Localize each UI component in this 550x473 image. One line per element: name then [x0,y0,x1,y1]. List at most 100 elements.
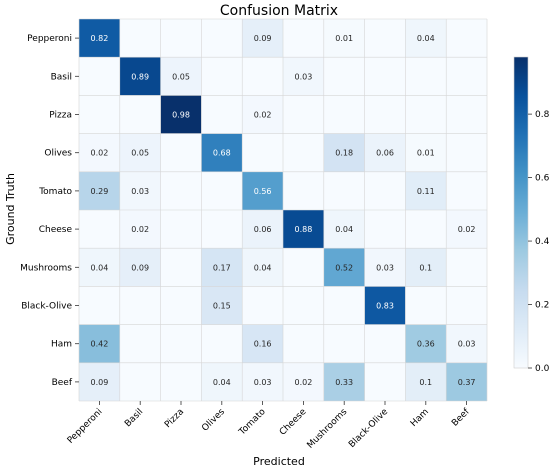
heatmap-cell [446,133,487,172]
heatmap-cell [283,286,324,325]
cell-value-label: 0.04 [417,34,435,43]
x-tick-label: Basil [123,407,145,429]
heatmap-cell [160,133,202,172]
cell-value-label: 0.09 [131,263,149,272]
heatmap-cell [242,286,283,325]
cell-value-label: 0.52 [335,263,353,272]
cell-value-label: 0.98 [172,111,190,120]
heatmap-value-labels: 0.82 0.09 0.01 0.04 0.89 0.05 0.03 0.98 0.02 0.02… [90,34,475,387]
colorbar-tick-label: 0.2 [535,301,549,311]
heatmap-cell [79,95,120,134]
heatmap-cell [405,95,447,134]
heatmap-cell [446,286,487,325]
y-tick-labels: Pepperoni Basil Pizza Olives Tomato Cheese Mus… [20,34,79,388]
heatmap-cell [364,133,406,172]
heatmap-cell [283,57,324,96]
heatmap-cell [323,19,365,58]
heatmap-cell [119,286,161,325]
heatmap-cell [160,286,202,325]
heatmap-cell [364,362,406,401]
heatmap-cell [79,210,120,249]
cell-value-label: 0.09 [254,34,272,43]
cell-value-label: 0.02 [254,111,272,120]
cell-value-label: 0.02 [131,225,149,234]
y-tick-label: Black-Olive [21,302,72,312]
y-tick-label: Basil [51,72,72,82]
cell-value-label: 0.03 [294,72,312,81]
cell-value-label: 0.82 [90,34,108,43]
heatmap-cells [79,19,487,401]
heatmap-cell [323,286,365,325]
heatmap-cell [201,19,243,58]
heatmap-cell [160,57,202,96]
colorbar-tick-label: 0.0 [535,364,550,374]
y-tick-label: Pizza [49,111,72,121]
cell-value-label: 0.06 [254,225,272,234]
heatmap-cell [364,171,406,210]
heatmap-cell [119,362,161,401]
cell-value-label: 0.04 [254,263,272,272]
heatmap-cell [283,95,324,134]
cell-value-label: 0.06 [376,149,394,158]
x-axis-label: Predicted [253,455,305,468]
heatmap-cell [405,324,447,363]
cell-value-label: 0.18 [335,149,353,158]
heatmap-cell [446,324,487,363]
cell-value-label: 0.16 [254,340,272,349]
cell-value-label: 0.02 [90,149,108,158]
heatmap-cell [242,362,283,401]
cell-value-label: 0.09 [90,378,108,387]
heatmap-cell [323,57,365,96]
cell-value-label: 0.03 [458,340,476,349]
y-axis-label: Ground Truth [4,173,17,245]
heatmap-cell [201,210,243,249]
cell-value-label: 0.83 [376,302,394,311]
heatmap-cell [119,248,161,287]
cell-value-label: 0.37 [458,378,476,387]
x-tick-label: Mushrooms [306,407,350,451]
heatmap-cell [283,248,324,287]
cell-value-label: 0.01 [335,34,353,43]
heatmap-cell [160,362,202,401]
heatmap-cell [79,19,120,58]
cell-value-label: 0.15 [213,302,231,311]
colorbar-tick-label: 0.4 [535,237,550,247]
heatmap-cell [364,286,406,325]
x-tick-label: Black-Olive [347,407,390,450]
cell-value-label: 0.03 [254,378,272,387]
heatmap-cell [242,95,283,134]
heatmap-cell [160,95,202,134]
heatmap-cell [446,19,487,58]
heatmap-cell [119,210,161,249]
heatmap-cell [283,362,324,401]
heatmap-cell [323,171,365,210]
x-tick-label: Olives [200,407,227,434]
heatmap-cell [242,133,283,172]
cell-value-label: 0.1 [419,263,432,272]
heatmap-cell [119,171,161,210]
heatmap-cell [446,210,487,249]
cell-value-label: 0.88 [294,225,312,234]
heatmap-cell [119,19,161,58]
heatmap-cell [364,324,406,363]
heatmap-cell [201,57,243,96]
cell-value-label: 0.11 [417,187,435,196]
heatmap-cell [283,210,324,249]
heatmap-cell [283,324,324,363]
heatmap-cell [446,362,487,401]
cell-value-label: 0.05 [172,72,190,81]
heatmap-cell [119,95,161,134]
cell-value-label: 0.17 [213,263,231,272]
heatmap-cell [160,210,202,249]
heatmap-cell [201,286,243,325]
heatmap-cell [79,248,120,287]
colorbar [513,56,529,369]
y-tick-label: Cheese [39,225,73,235]
heatmap-cell [242,324,283,363]
heatmap-cell [283,133,324,172]
colorbar-tick-label: 0.6 [535,174,550,184]
heatmap-cell [242,210,283,249]
heatmap-cell [446,57,487,96]
